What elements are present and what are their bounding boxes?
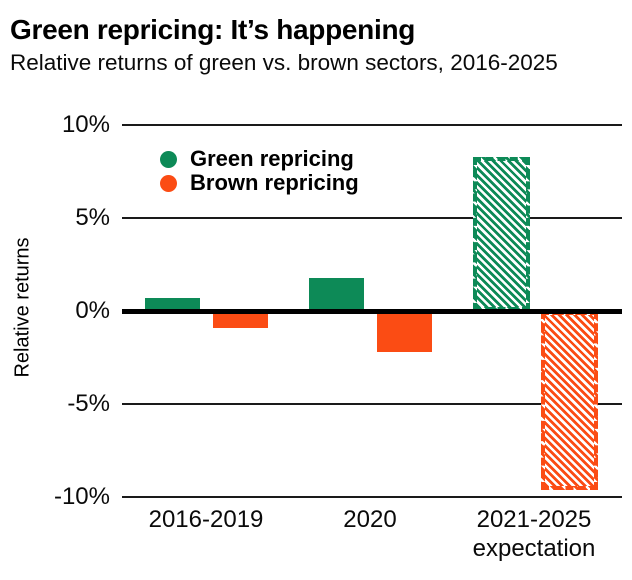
y-tick-label: 10% bbox=[61, 111, 110, 138]
bar-brown-2020 bbox=[376, 311, 432, 352]
bar-green-2016-2019 bbox=[144, 297, 200, 311]
y-tick-label: -5% bbox=[67, 390, 110, 417]
legend-label: Green repricing bbox=[190, 146, 354, 171]
x-tick-label-line: 2016-2019 bbox=[148, 506, 264, 533]
y-tick-label: 5% bbox=[75, 204, 110, 231]
bar-green-2021-2025 bbox=[472, 156, 530, 311]
plot-area: Green repricing Brown repricing bbox=[122, 124, 622, 498]
chart-subtitle: Relative returns of green vs. brown sect… bbox=[10, 50, 558, 75]
zero-baseline bbox=[122, 308, 622, 314]
y-tick-label: -10% bbox=[53, 483, 110, 510]
legend: Green repricing Brown repricing bbox=[160, 146, 359, 195]
gridline-5% bbox=[122, 217, 622, 219]
gridline-10% bbox=[122, 124, 622, 126]
bar-brown-2021-2025 bbox=[540, 311, 598, 490]
gridline--5% bbox=[122, 403, 622, 405]
x-tick-label-line: 2021-2025 bbox=[476, 506, 592, 533]
green-dot-icon bbox=[160, 150, 177, 168]
legend-item-brown: Brown repricing bbox=[160, 170, 359, 195]
bar-green-2020 bbox=[308, 277, 364, 311]
x-tick-sublabel: expectation bbox=[472, 535, 596, 562]
legend-item-green: Green repricing bbox=[160, 146, 359, 171]
x-tick-label-2016-2019: 2016-2019 bbox=[149, 505, 264, 534]
x-tick-label-line: 2020 bbox=[343, 506, 397, 533]
legend-label: Brown repricing bbox=[190, 170, 359, 195]
bar-brown-2016-2019 bbox=[212, 311, 268, 328]
chart-title: Green repricing: It’s happening bbox=[10, 14, 416, 45]
gridline--10% bbox=[122, 496, 622, 498]
x-tick-label-2021-2025: 2021-2025 expectation bbox=[473, 505, 596, 563]
x-tick-label-2020: 2020 bbox=[343, 505, 396, 534]
y-tick-label: 0% bbox=[75, 297, 110, 324]
brown-dot-icon bbox=[160, 174, 177, 192]
